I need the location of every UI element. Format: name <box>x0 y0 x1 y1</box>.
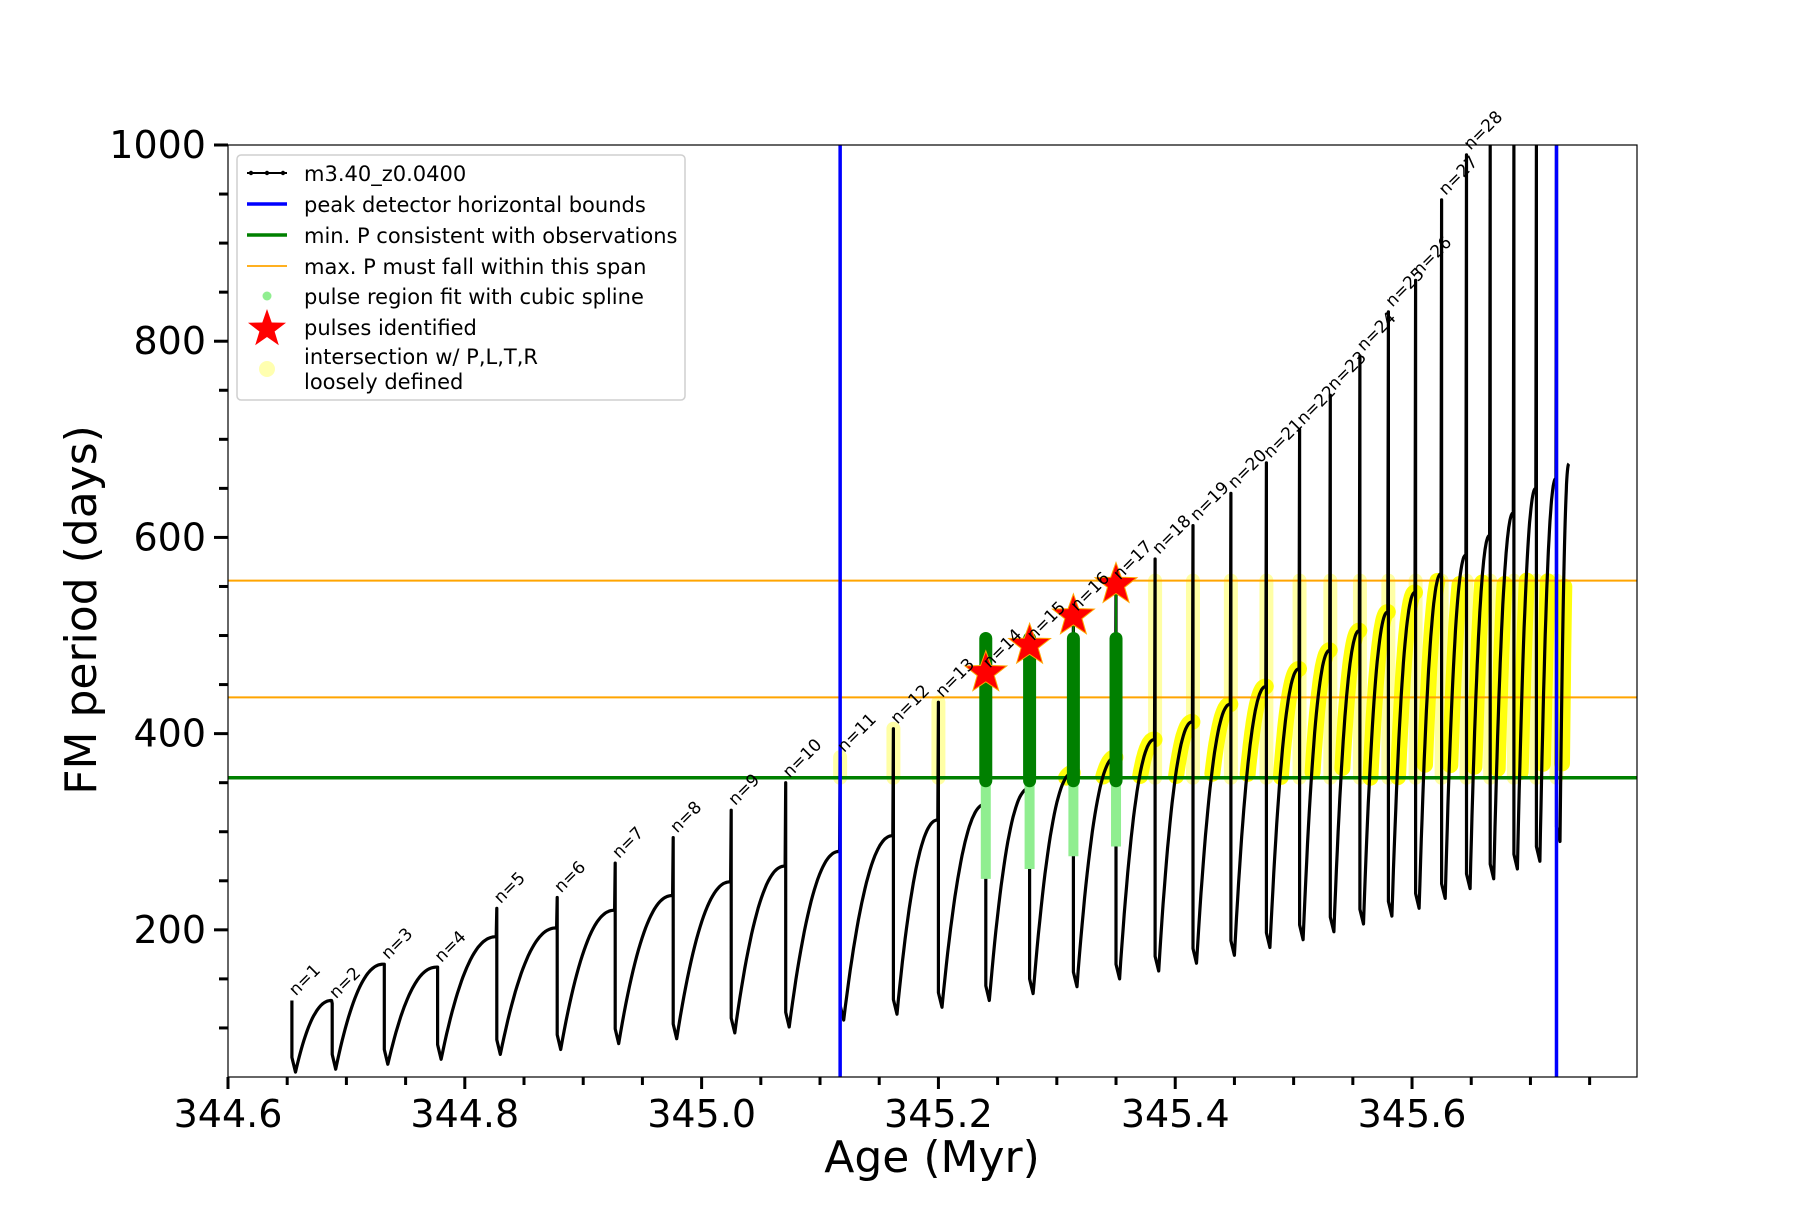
x-tick-label: 345.0 <box>647 1092 756 1136</box>
legend-label: peak detector horizontal bounds <box>304 193 646 217</box>
spline-fit-layer <box>980 780 1122 879</box>
x-tick-label: 345.6 <box>1358 1092 1467 1136</box>
legend-handle-yellow <box>259 361 275 377</box>
x-tick-label: 344.8 <box>410 1092 519 1136</box>
axes-layer: 344.6 344.8 345.0 345.2 345.4 345.6 200 400 600 8… <box>109 123 1592 1136</box>
x-tick-label: 345.4 <box>1121 1092 1230 1136</box>
legend-label: pulse region fit with cubic spline <box>304 285 644 309</box>
pulse-star <box>1093 561 1139 604</box>
x-tick-label: 344.6 <box>174 1092 283 1136</box>
legend-label: pulses identified <box>304 316 477 340</box>
y-tick-label: 1000 <box>109 123 206 167</box>
legend-label: intersection w/ P,L,T,R <box>304 345 538 369</box>
legend-label: min. P consistent with observations <box>304 224 677 248</box>
pulse-star <box>963 649 1009 692</box>
y-tick-label: 600 <box>133 515 206 559</box>
pulse-star <box>1007 621 1052 665</box>
legend-handle-dot <box>264 170 270 176</box>
y-tick-label: 400 <box>133 712 206 756</box>
y-tick-label: 200 <box>133 908 206 952</box>
legend-label: m3.40_z0.0400 <box>304 162 466 187</box>
plot-frame <box>227 144 1638 1078</box>
y-tick-label: 800 <box>133 319 206 363</box>
legend-box <box>236 154 686 401</box>
x-tick-label: 345.2 <box>884 1092 993 1136</box>
vertical-bounds-layer <box>838 145 1559 1077</box>
pulse-star-layer <box>963 561 1139 692</box>
legend-handle-dot <box>280 170 286 176</box>
legend-handle-spline <box>262 291 272 301</box>
legend-handle-dot <box>248 170 254 176</box>
legend-handle-star <box>248 309 286 346</box>
x-axis-title: Age (Myr) <box>824 1132 1040 1183</box>
legend-label-line2: loosely defined <box>304 370 463 394</box>
pulse-star <box>1051 592 1096 635</box>
y-axis-title: FM period (days) <box>56 425 107 795</box>
legend-label: max. P must fall within this span <box>304 255 646 279</box>
